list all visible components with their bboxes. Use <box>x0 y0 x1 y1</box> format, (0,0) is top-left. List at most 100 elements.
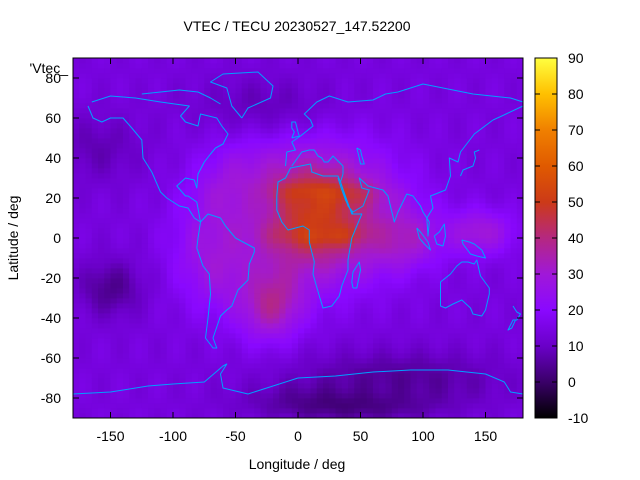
heatmap-cell <box>354 83 361 89</box>
heatmap-cell <box>448 93 455 99</box>
heatmap-cell <box>260 108 268 114</box>
heatmap-cell <box>273 228 280 234</box>
heatmap-cell <box>416 398 424 404</box>
heatmap-cell <box>79 198 86 204</box>
heatmap-cell <box>204 378 211 384</box>
heatmap-cell <box>160 78 168 84</box>
heatmap-cell <box>279 78 286 84</box>
heatmap-cell <box>179 188 186 194</box>
heatmap-cell <box>329 413 336 419</box>
heatmap-cell <box>204 278 211 284</box>
heatmap-cell <box>460 123 468 129</box>
heatmap-cell <box>129 363 136 369</box>
heatmap-cell <box>254 188 261 194</box>
heatmap-cell <box>285 123 293 129</box>
heatmap-cell <box>79 283 86 289</box>
heatmap-cell <box>141 58 149 64</box>
heatmap-cell <box>341 233 349 239</box>
heatmap-cell <box>360 168 368 174</box>
heatmap-cell <box>310 173 318 179</box>
heatmap-cell <box>123 118 130 124</box>
heatmap-cell <box>110 63 118 69</box>
heatmap-cell <box>291 323 299 329</box>
heatmap-cell <box>291 93 299 99</box>
heatmap-cell <box>329 328 336 334</box>
heatmap-cell <box>160 233 168 239</box>
heatmap-cell <box>248 103 255 109</box>
heatmap-cell <box>248 123 255 129</box>
heatmap-cell <box>304 98 311 104</box>
heatmap-cell <box>229 163 236 169</box>
heatmap-cell <box>391 148 399 154</box>
heatmap-cell <box>335 213 343 219</box>
heatmap-cell <box>348 318 355 324</box>
heatmap-cell <box>241 298 249 304</box>
heatmap-cell <box>254 313 261 319</box>
heatmap-cell <box>441 58 449 64</box>
heatmap-cell <box>241 408 249 414</box>
heatmap-cell <box>279 128 286 134</box>
heatmap-cell <box>385 213 393 219</box>
heatmap-cell <box>479 143 486 149</box>
heatmap-cell <box>91 413 99 419</box>
heatmap-cell <box>416 88 424 94</box>
heatmap-cell <box>185 388 193 394</box>
heatmap-cell <box>98 138 105 144</box>
heatmap-cell <box>148 293 155 299</box>
heatmap-cell <box>266 143 274 149</box>
heatmap-cell <box>185 158 193 164</box>
heatmap-cell <box>223 133 230 139</box>
heatmap-cell <box>85 168 93 174</box>
heatmap-cell <box>416 123 424 129</box>
heatmap-cell <box>273 343 280 349</box>
heatmap-cell <box>379 78 386 84</box>
heatmap-cell <box>91 243 99 249</box>
heatmap-cell <box>248 403 255 409</box>
heatmap-cell <box>273 83 280 89</box>
heatmap-cell <box>373 348 380 354</box>
heatmap-cell <box>248 198 255 204</box>
heatmap-cell <box>79 358 86 364</box>
heatmap-cell <box>260 268 268 274</box>
heatmap-cell <box>410 203 418 209</box>
heatmap-cell <box>335 253 343 259</box>
heatmap-cell <box>341 58 349 64</box>
heatmap-cell <box>354 63 361 69</box>
heatmap-cell <box>141 348 149 354</box>
heatmap-cell <box>235 228 243 234</box>
heatmap-cell <box>248 178 255 184</box>
heatmap-cell <box>410 68 418 74</box>
heatmap-cell <box>154 393 161 399</box>
heatmap-cell <box>173 318 180 324</box>
heatmap-cell <box>154 278 161 284</box>
heatmap-cell <box>448 363 455 369</box>
heatmap-cell <box>235 268 243 274</box>
heatmap-cell <box>185 118 193 124</box>
heatmap-cell <box>179 163 186 169</box>
heatmap-cell <box>273 368 280 374</box>
heatmap-cell <box>104 168 111 174</box>
heatmap-cell <box>98 153 105 159</box>
heatmap-cell <box>460 208 468 214</box>
heatmap-cell <box>179 128 186 134</box>
heatmap-cell <box>454 393 461 399</box>
heatmap-cell <box>279 103 286 109</box>
heatmap-cell <box>435 113 443 119</box>
heatmap-cell <box>191 253 199 259</box>
heatmap-cell <box>316 78 324 84</box>
heatmap-cell <box>398 298 405 304</box>
heatmap-cell <box>104 223 111 229</box>
heatmap-cell <box>148 153 155 159</box>
heatmap-cell <box>385 303 393 309</box>
heatmap-cell <box>229 408 236 414</box>
heatmap-cell <box>410 238 418 244</box>
heatmap-cell <box>273 163 280 169</box>
heatmap-cell <box>154 83 161 89</box>
heatmap-cell <box>279 393 286 399</box>
heatmap-cell <box>141 218 149 224</box>
heatmap-cell <box>166 128 174 134</box>
heatmap-cell <box>279 368 286 374</box>
heatmap-cell <box>129 268 136 274</box>
heatmap-cell <box>329 108 336 114</box>
heatmap-cell <box>204 148 211 154</box>
